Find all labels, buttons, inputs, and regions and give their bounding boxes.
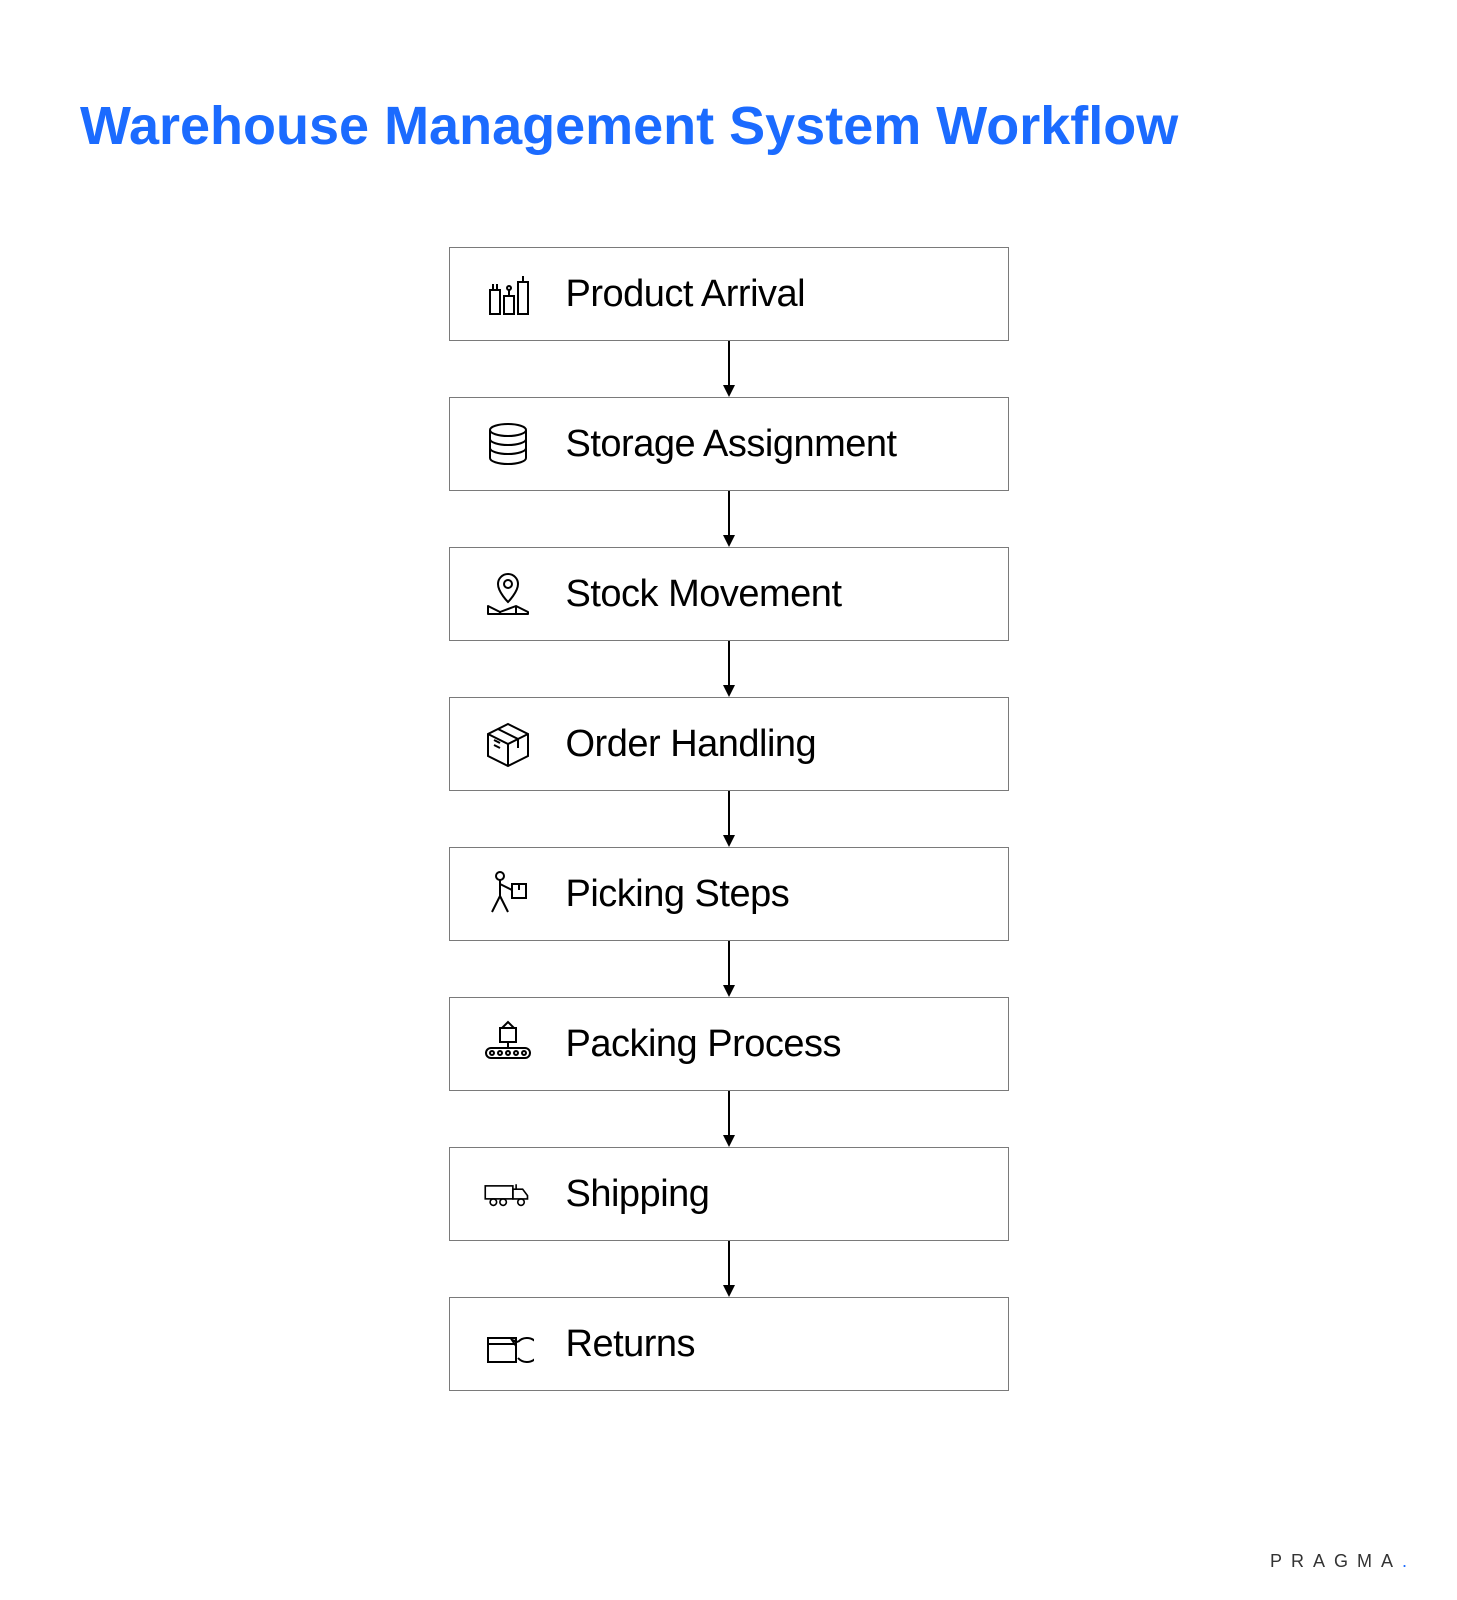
flow-node-movement: Stock Movement (449, 547, 1009, 641)
workflow-flowchart: Product Arrival Storage Assignment (0, 247, 1457, 1391)
flow-node-picking: Picking Steps (449, 847, 1009, 941)
flow-arrow (719, 1091, 739, 1147)
flow-node-shipping: Shipping (449, 1147, 1009, 1241)
map-pin-icon (482, 568, 534, 620)
flow-node-storage: Storage Assignment (449, 397, 1009, 491)
flow-node-returns: Returns (449, 1297, 1009, 1391)
flow-node-label: Stock Movement (566, 573, 842, 616)
flow-node-order: Order Handling (449, 697, 1009, 791)
footer-brand-dot: . (1402, 1551, 1407, 1571)
footer-brand: PRAGMA. (1270, 1551, 1407, 1572)
products-icon (482, 268, 534, 320)
flow-node-label: Packing Process (566, 1023, 842, 1066)
footer-brand-text: PRAGMA (1270, 1551, 1402, 1571)
flow-node-label: Order Handling (566, 723, 817, 766)
package-box-icon (482, 718, 534, 770)
truck-icon (482, 1168, 534, 1220)
flow-arrow (719, 1241, 739, 1297)
flow-arrow (719, 641, 739, 697)
person-carrying-icon (482, 868, 534, 920)
return-box-icon (482, 1318, 534, 1370)
flow-node-packing: Packing Process (449, 997, 1009, 1091)
flow-node-label: Shipping (566, 1173, 710, 1216)
page-title: Warehouse Management System Workflow (0, 0, 1457, 157)
flow-arrow (719, 491, 739, 547)
flow-arrow (719, 941, 739, 997)
flow-node-arrival: Product Arrival (449, 247, 1009, 341)
flow-node-label: Product Arrival (566, 273, 806, 316)
flow-node-label: Storage Assignment (566, 423, 897, 466)
flow-node-label: Picking Steps (566, 873, 790, 916)
flow-arrow (719, 341, 739, 397)
database-icon (482, 418, 534, 470)
flow-arrow (719, 791, 739, 847)
conveyor-icon (482, 1018, 534, 1070)
flow-node-label: Returns (566, 1323, 696, 1366)
